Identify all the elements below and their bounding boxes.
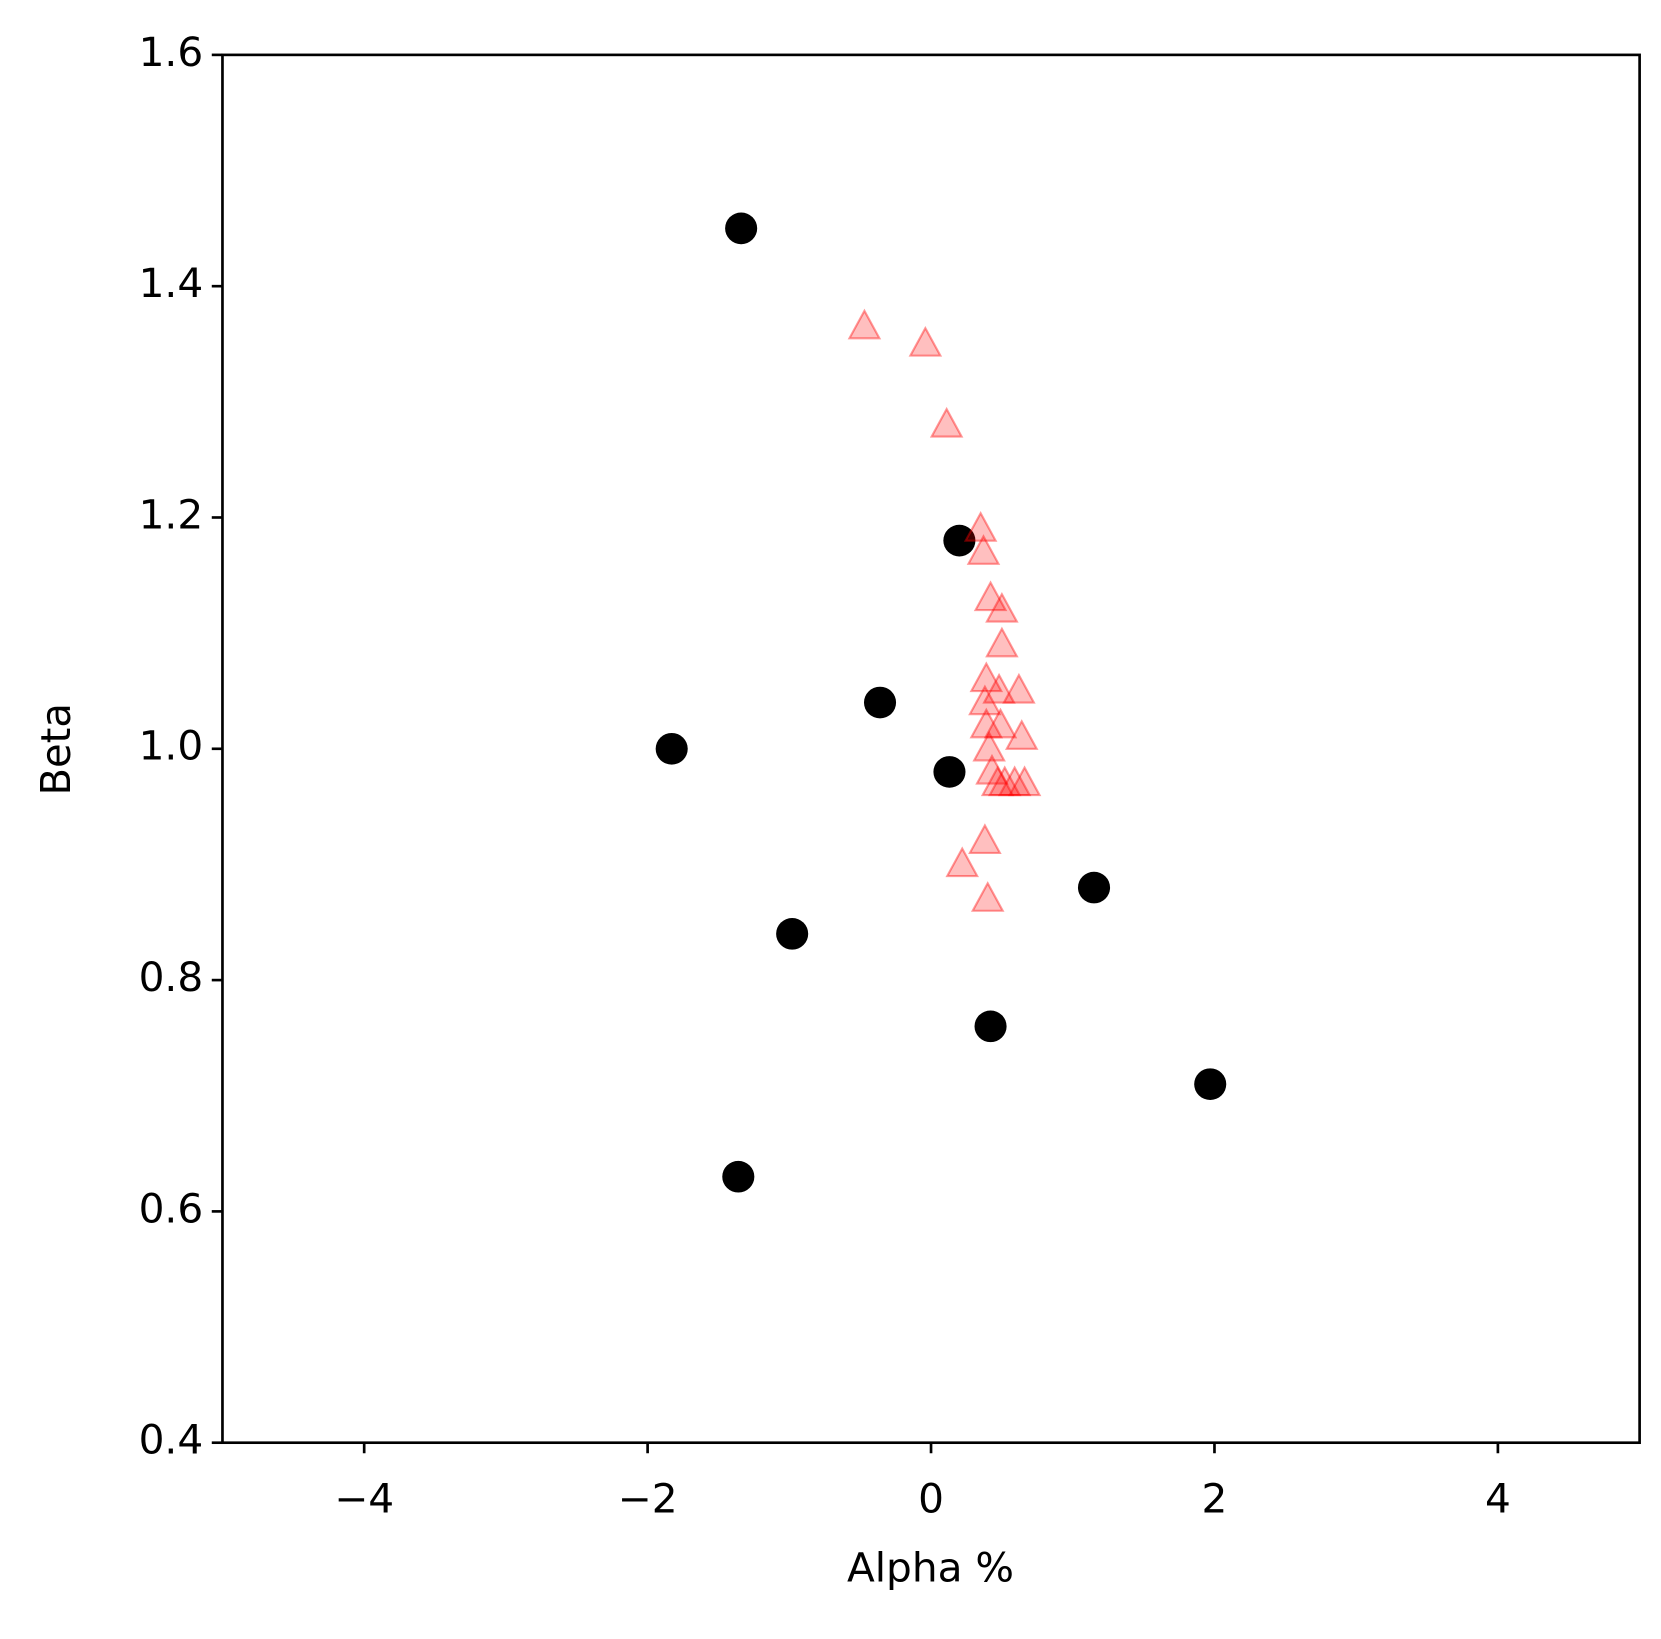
y-tick-label: 1.6: [139, 29, 204, 76]
y-axis-label: Beta: [33, 703, 80, 795]
point: [1007, 765, 1042, 797]
point: [725, 212, 758, 245]
plot-area: [655, 212, 1227, 1193]
y-tick-label: 0.4: [139, 1417, 204, 1464]
x-tick-label: 2: [1202, 1476, 1228, 1523]
point: [966, 534, 1001, 565]
point: [980, 765, 1015, 797]
point: [985, 591, 1019, 623]
x-tick-label: 4: [1485, 1476, 1511, 1523]
point: [722, 1160, 755, 1193]
point: [968, 823, 1002, 854]
point: [847, 308, 882, 340]
point: [1077, 871, 1111, 904]
y-tick-label: 0.6: [139, 1186, 204, 1233]
point: [973, 580, 1008, 612]
point: [975, 753, 1009, 785]
point: [969, 661, 1004, 693]
point: [969, 707, 1004, 739]
point: [933, 756, 966, 788]
point: [968, 684, 1002, 716]
point: [945, 846, 979, 878]
x-tick-label: −2: [618, 1476, 678, 1523]
point: [863, 686, 897, 719]
point: [963, 510, 998, 542]
point: [985, 626, 1019, 658]
point: [1002, 672, 1036, 704]
point: [776, 918, 809, 950]
point: [970, 881, 1005, 912]
point: [972, 730, 1006, 762]
point: [655, 732, 688, 765]
point: [997, 765, 1032, 797]
point: [929, 406, 964, 438]
point: [943, 524, 976, 557]
point: [1194, 1068, 1227, 1101]
x-tick-label: 0: [918, 1476, 944, 1523]
point: [1004, 719, 1039, 750]
y-tick-label: 1.4: [139, 260, 204, 307]
y-tick-label: 0.8: [139, 954, 204, 1001]
point: [983, 707, 1018, 739]
y-tick-label: 1.2: [139, 492, 204, 539]
point: [987, 765, 1022, 797]
point: [982, 672, 1016, 704]
x-axis-label: Alpha %: [847, 1545, 1014, 1592]
y-tick-label: 1.0: [139, 723, 204, 770]
x-tick-label: −4: [334, 1476, 394, 1523]
point: [908, 325, 943, 357]
point: [974, 1010, 1007, 1043]
